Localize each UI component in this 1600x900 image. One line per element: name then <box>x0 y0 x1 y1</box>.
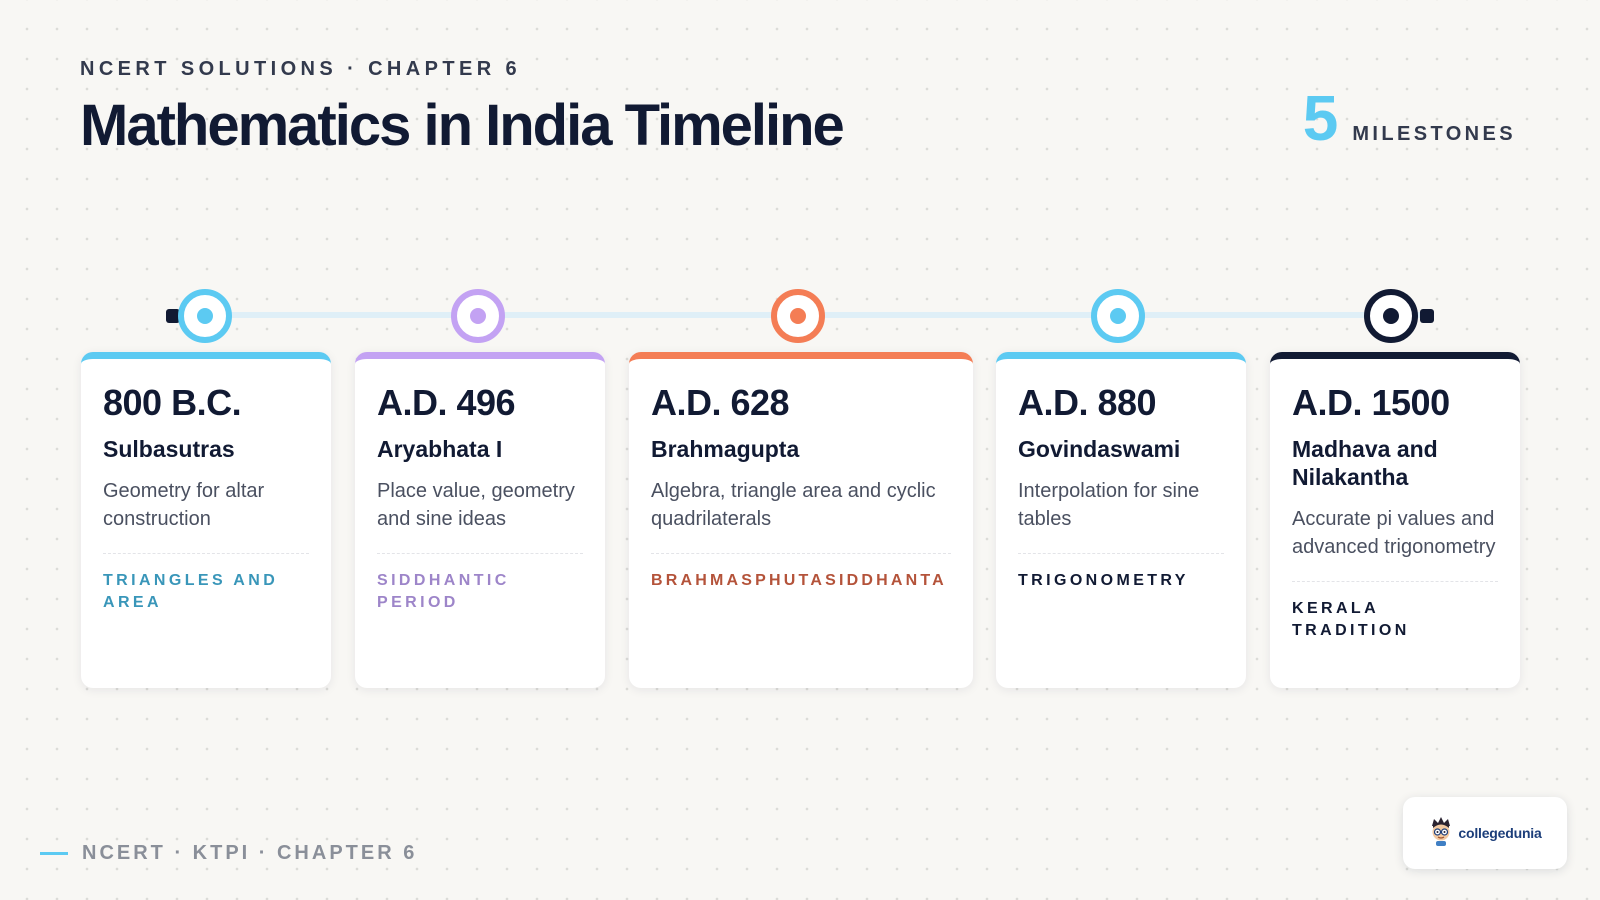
card-name: Brahmagupta <box>651 436 800 462</box>
card-year: A.D. 628 <box>651 382 790 423</box>
card-tag: BRAHMASPHUTASIDDHANTA <box>651 572 947 589</box>
page-title: Mathematics in India Timeline <box>80 93 845 158</box>
card-name: Sulbasutras <box>103 436 235 462</box>
card-tag: TRIGONOMETRY <box>1018 572 1189 589</box>
card-year: A.D. 496 <box>377 382 516 423</box>
node-dot <box>1110 308 1126 324</box>
card-name: Aryabhata I <box>377 436 503 462</box>
card-tag: TRIANGLES AND AREA <box>103 572 279 611</box>
brand-logo-text: collegedunia <box>1458 825 1542 841</box>
node-dot <box>1383 308 1399 324</box>
node-dot <box>470 308 486 324</box>
milestone-card-5[interactable]: A.D. 1500 Madhava and Nilakantha Accurat… <box>1270 352 1520 688</box>
brand-logo[interactable]: collegedunia <box>1403 797 1567 869</box>
eyebrow: NCERT SOLUTIONS · CHAPTER 6 <box>80 58 522 80</box>
card-description: Place value, geometry and sine ideas <box>377 480 575 530</box>
timeline-node-2[interactable] <box>451 289 505 343</box>
milestone-card-3[interactable]: A.D. 628 Brahmagupta Algebra, triangle a… <box>629 352 973 688</box>
card-divider <box>1292 581 1498 582</box>
card-description: Interpolation for sine tables <box>1018 480 1200 530</box>
card-description: Accurate pi values and advanced trigonom… <box>1292 508 1496 558</box>
node-dot <box>790 308 806 324</box>
node-dot <box>197 308 213 324</box>
card-name: Madhava and Nilakantha <box>1292 436 1438 490</box>
card-tag: KERALA TRADITION <box>1292 600 1410 639</box>
timeline-end-cap <box>1420 309 1434 323</box>
card-divider <box>103 553 309 554</box>
card-name: Govindaswami <box>1018 436 1181 462</box>
milestone-count-label: MILESTONES <box>1352 123 1516 145</box>
timeline-node-1[interactable] <box>178 289 232 343</box>
footer-text: NCERT · KTPI · CHAPTER 6 <box>82 842 418 864</box>
card-year: A.D. 1500 <box>1292 382 1450 423</box>
milestone-count-number: 5 <box>1302 82 1339 154</box>
card-year: A.D. 880 <box>1018 382 1157 423</box>
milestone-card-2[interactable]: A.D. 496 Aryabhata I Place value, geomet… <box>355 352 605 688</box>
footer: NCERT · KTPI · CHAPTER 6 <box>40 842 417 865</box>
milestone-count: 5 MILESTONES <box>1303 86 1516 150</box>
card-description: Algebra, triangle area and cyclic quadri… <box>651 480 936 530</box>
card-year: 800 B.C. <box>103 382 242 423</box>
footer-accent-line <box>40 852 68 855</box>
timeline-node-4[interactable] <box>1091 289 1145 343</box>
card-description: Geometry for altar construction <box>103 480 265 530</box>
milestone-card-1[interactable]: 800 B.C. Sulbasutras Geometry for altar … <box>81 352 331 688</box>
card-divider <box>1018 553 1224 554</box>
card-divider <box>377 553 583 554</box>
mascot-icon <box>1428 816 1454 851</box>
card-tag: SIDDHANTIC PERIOD <box>377 572 510 611</box>
timeline-node-3[interactable] <box>771 289 825 343</box>
timeline-start-cap <box>166 309 180 323</box>
milestone-card-4[interactable]: A.D. 880 Govindaswami Interpolation for … <box>996 352 1246 688</box>
timeline-node-5[interactable] <box>1364 289 1418 343</box>
card-divider <box>651 553 951 554</box>
